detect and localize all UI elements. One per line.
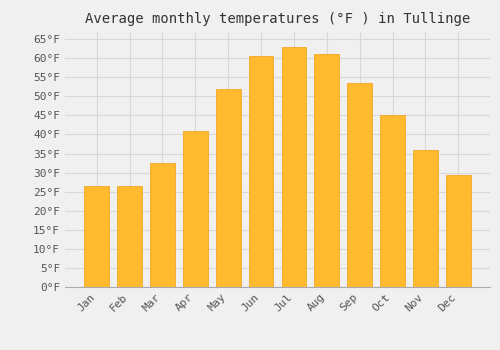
Bar	[446, 175, 470, 287]
Title: Average monthly temperatures (°F ) in Tullinge: Average monthly temperatures (°F ) in Tu…	[85, 12, 470, 26]
Bar	[150, 163, 174, 287]
Bar	[380, 116, 405, 287]
Bar	[84, 186, 109, 287]
Bar	[183, 131, 208, 287]
Bar	[216, 89, 240, 287]
Bar	[413, 150, 438, 287]
Bar	[117, 186, 142, 287]
Bar	[314, 54, 339, 287]
Bar	[282, 47, 306, 287]
Bar	[348, 83, 372, 287]
Bar	[248, 56, 274, 287]
